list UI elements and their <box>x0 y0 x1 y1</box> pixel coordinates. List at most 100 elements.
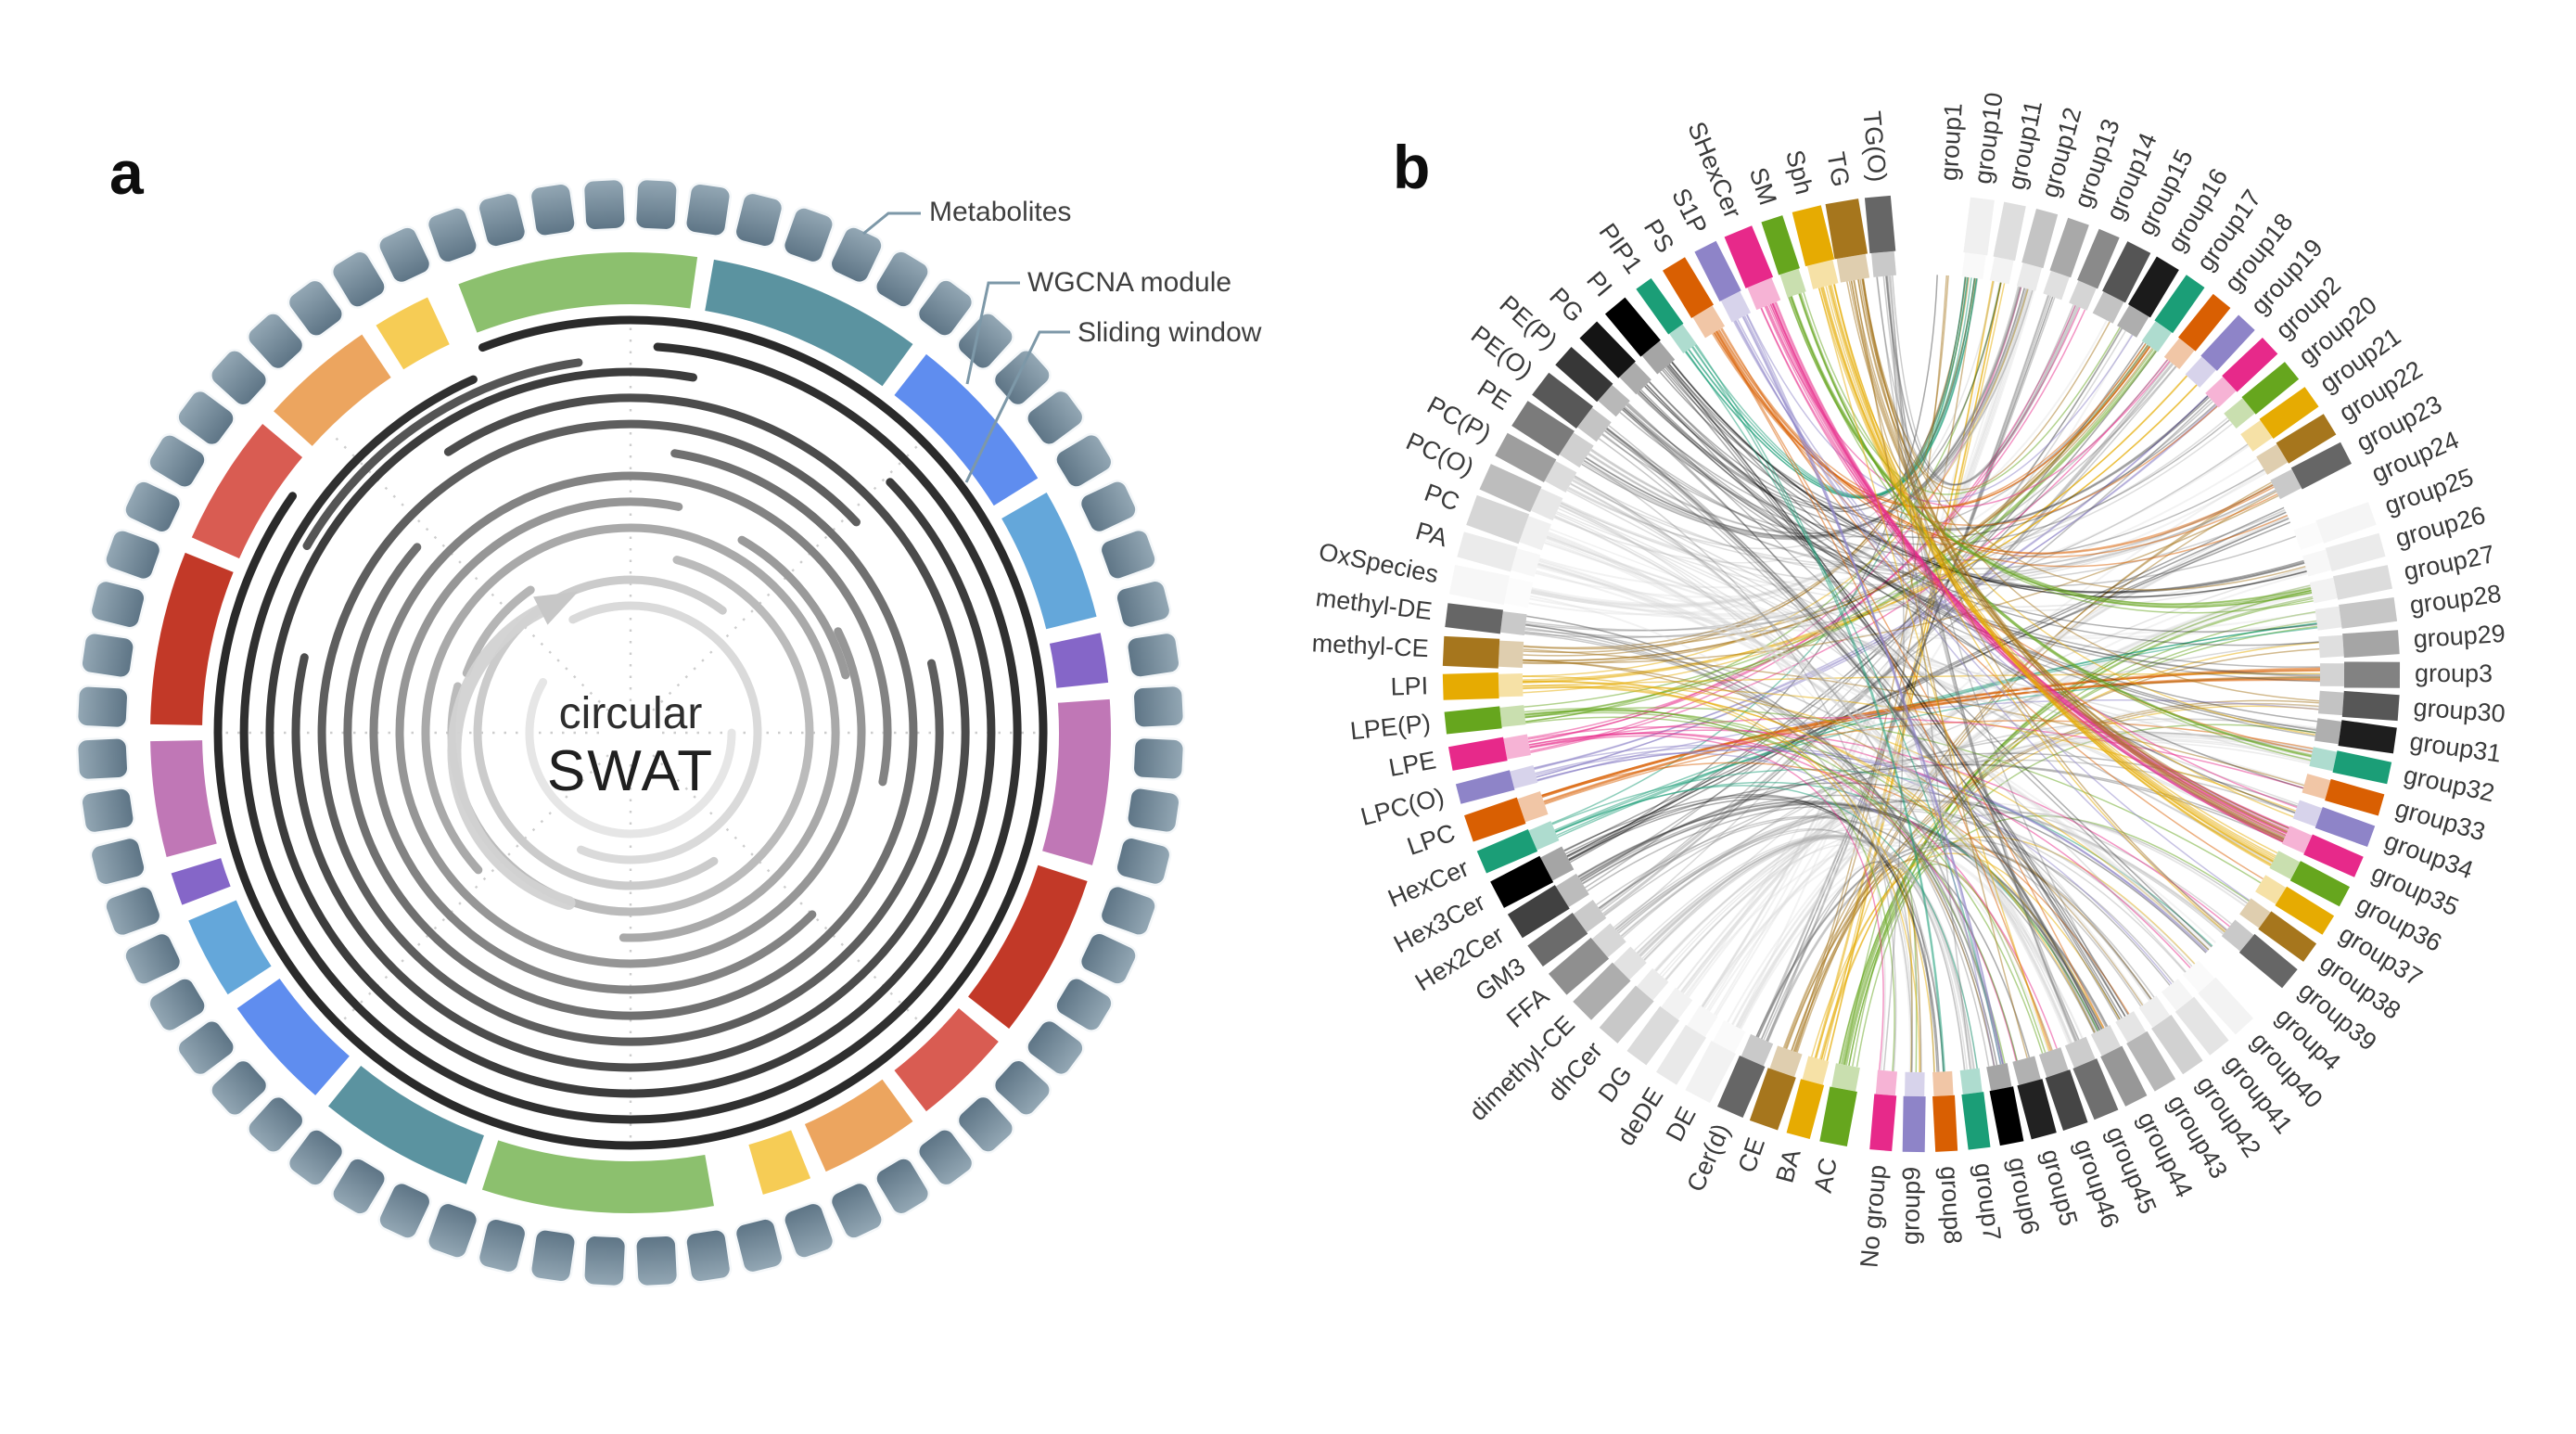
chord <box>1569 351 2157 864</box>
chord <box>1555 512 2080 1041</box>
chord <box>1616 809 2187 973</box>
metabolite-bead <box>1131 736 1186 781</box>
chord <box>1585 287 2022 538</box>
wgcna-module-segment-teal <box>704 259 913 387</box>
chord <box>1608 425 2100 1031</box>
group-segment-group28 <box>2339 596 2398 629</box>
group-segment-stub <box>2318 634 2344 659</box>
metabolite-bead <box>1078 931 1138 986</box>
group-segment-stub <box>2016 262 2043 291</box>
lipid-label-LPI: LPI <box>1390 672 1428 700</box>
metabolite-bead <box>916 278 975 338</box>
chord <box>1523 277 1970 649</box>
chord <box>1746 314 2134 503</box>
group-segment-group1 <box>1934 195 1962 252</box>
lipid-segment-stub <box>1741 1033 1774 1067</box>
chord <box>1620 828 1945 1072</box>
sliding-window-arc <box>291 393 970 1072</box>
chord <box>1601 433 2102 1030</box>
chord <box>1577 800 2095 1033</box>
chord <box>1703 702 2319 1009</box>
metabolite-bead <box>80 632 135 679</box>
chord <box>1529 735 1884 1070</box>
lipid-segment-methyl-CE <box>1442 635 1500 669</box>
lipid-segment-stub <box>1831 1063 1860 1092</box>
chord <box>1566 489 2274 863</box>
chord <box>1537 562 2210 951</box>
group-segment-group8 <box>1932 1095 1958 1152</box>
lipid-segment-stub <box>1498 640 1524 668</box>
panel-a-letter: a <box>109 138 144 207</box>
group-segment-stub <box>2269 851 2301 880</box>
group-segment-group34 <box>2315 807 2376 848</box>
lipid-segment-stub <box>1836 253 1870 283</box>
metabolite-bead <box>633 177 679 232</box>
wgcna-module-segment-purple <box>1049 633 1109 689</box>
group-label-group3: group3 <box>2415 659 2493 687</box>
chord <box>1803 291 2312 606</box>
chord <box>1566 506 2285 857</box>
chord <box>1665 736 2313 980</box>
lipid-segment-PI <box>1604 297 1661 357</box>
lipid-segment-dhCer <box>1599 985 1654 1043</box>
chord <box>1598 438 2098 1032</box>
wgcna-module-segment-green <box>481 1140 714 1213</box>
panel-b-chord-diagram: ACBACECer(d)DEdeDEDGdhCerdimethyl-CEFFAG… <box>1311 91 2506 1269</box>
group-segment-stub <box>2281 826 2313 854</box>
chord <box>1581 289 2034 541</box>
metabolite-bead <box>829 1181 884 1240</box>
group-label-group6: group6 <box>2003 1155 2045 1236</box>
chord <box>1819 705 2319 1060</box>
group-segment-group33 <box>2325 778 2385 816</box>
chord <box>1530 595 1911 1072</box>
chord <box>1665 843 1975 1069</box>
group-label-group30: group30 <box>2413 694 2506 728</box>
chord <box>1599 327 2123 910</box>
chord <box>1605 429 2097 1033</box>
chord <box>1639 836 1971 1069</box>
chord <box>1525 282 2002 723</box>
wgcna-module-segment-crimson <box>150 552 234 726</box>
metabolite-bead <box>1115 579 1172 630</box>
chord <box>1691 346 1945 1072</box>
chord <box>1664 820 2195 980</box>
lipid-label-Sph: Sph <box>1780 147 1818 198</box>
lipid-label-PG: PG <box>1544 282 1589 327</box>
chord <box>1862 278 2320 702</box>
chord <box>1850 280 2285 840</box>
metabolite-bead <box>247 1095 305 1154</box>
chord <box>1538 560 2211 950</box>
chord <box>1537 566 2317 640</box>
lipid-label-PS: PS <box>1639 214 1679 257</box>
chord <box>1584 288 2026 539</box>
chord <box>1585 288 2025 538</box>
group-segment-stub <box>1961 252 1986 279</box>
metabolite-bead <box>210 349 269 407</box>
chord <box>1662 369 2123 1018</box>
metabolite-bead <box>733 1217 784 1274</box>
panel-a-circular-swat <box>75 177 1186 1288</box>
lipid-label-DE: DE <box>1661 1102 1702 1146</box>
lipid-label-methyl-DE: methyl-DE <box>1314 583 1434 625</box>
chord <box>1766 843 2152 1043</box>
chord <box>1524 627 1913 1072</box>
chord <box>1784 858 2053 1051</box>
chord <box>1554 515 2076 1043</box>
chord <box>1639 835 1969 1070</box>
chord <box>1523 494 2279 664</box>
group-segment-stub <box>2117 304 2149 338</box>
chord <box>1687 516 2289 998</box>
chord <box>1794 481 2272 1053</box>
metabolite-bead <box>75 685 130 730</box>
lipid-segment-PC(O) <box>1479 464 1542 513</box>
chord <box>1760 296 2054 1040</box>
metabolite-bead <box>1026 389 1085 446</box>
lipid-segment-stub <box>1687 1005 1718 1037</box>
chord <box>1574 475 2003 1065</box>
chord <box>1853 279 2028 1058</box>
chord <box>1618 718 2316 934</box>
chord <box>1524 708 1895 1071</box>
sliding-window-arc <box>737 535 850 680</box>
group-label-group9: group9 <box>1896 1167 1925 1246</box>
metabolite-bead <box>89 836 147 887</box>
